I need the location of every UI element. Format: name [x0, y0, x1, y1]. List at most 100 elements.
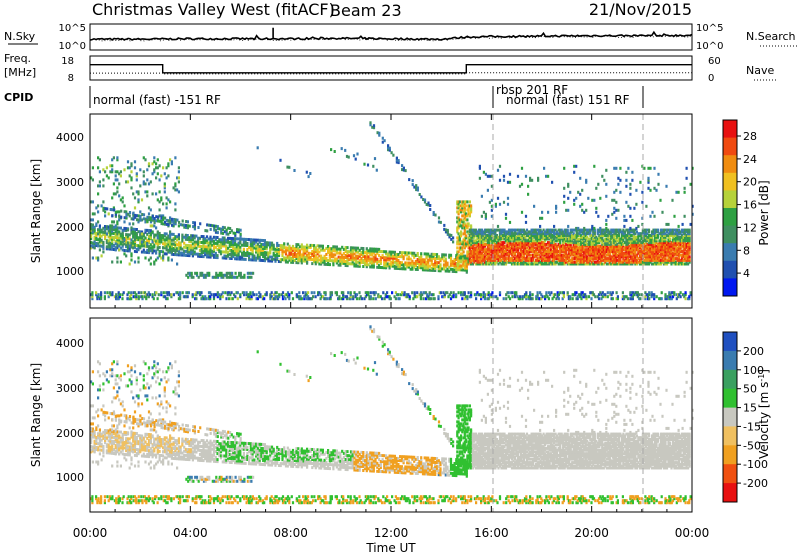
range-gate-cell: [130, 243, 133, 247]
range-gate-cell: [366, 163, 370, 167]
range-gate-cell: [630, 293, 633, 297]
range-gate-cell: [147, 206, 151, 210]
range-gate-cell: [125, 214, 128, 218]
range-gate-cell: [236, 297, 239, 301]
range-gate-cell: [139, 234, 142, 238]
range-gate-cell: [586, 257, 589, 261]
range-gate-cell: [595, 246, 598, 250]
range-gate-cell: [580, 246, 583, 250]
range-gate-cell: [577, 293, 581, 297]
range-gate-cell: [583, 244, 586, 248]
range-gate-cell: [525, 242, 529, 246]
range-gate-cell: [279, 260, 282, 264]
range-gate-cell: [529, 248, 532, 252]
range-gate-cell: [187, 275, 190, 279]
range-gate-cell: [291, 246, 295, 250]
range-gate-cell: [637, 248, 640, 252]
range-gate-cell: [610, 255, 613, 259]
range-gate-cell: [622, 228, 625, 232]
range-gate-cell: [231, 271, 234, 275]
range-gate-cell: [188, 248, 191, 252]
range-gate-cell: [522, 253, 526, 257]
range-gate-cell: [513, 244, 517, 248]
range-gate-cell: [316, 252, 319, 256]
range-gate-cell: [107, 225, 110, 229]
range-gate-cell: [298, 257, 302, 261]
range-gate-cell: [468, 248, 471, 252]
range-gate-cell: [137, 220, 140, 224]
range-gate-cell: [491, 253, 494, 257]
range-gate-cell: [631, 258, 634, 262]
range-gate-cell: [314, 258, 317, 262]
range-gate-cell: [599, 246, 602, 250]
range-gate-cell: [237, 255, 240, 259]
range-gate-cell: [421, 293, 424, 297]
range-gate-cell: [372, 257, 375, 261]
range-gate-cell: [580, 237, 583, 241]
range-gate-cell: [239, 237, 242, 241]
range-gate-cell: [142, 242, 145, 246]
range-gate-cell: [283, 258, 286, 262]
range-gate-cell: [583, 257, 586, 261]
range-gate-cell: [671, 291, 675, 295]
range-gate-cell: [529, 232, 532, 236]
range-gate-cell: [602, 250, 605, 253]
range-gate-cell: [542, 228, 545, 232]
range-gate-cell: [553, 228, 556, 232]
range-gate-cell: [126, 245, 130, 249]
range-gate-cell: [165, 248, 168, 252]
range-gate-cell: [632, 246, 635, 250]
range-gate-cell: [400, 263, 403, 267]
range-gate-cell: [632, 255, 635, 259]
range-gate-cell: [470, 244, 473, 248]
range-gate-cell: [176, 291, 179, 295]
range-gate-cell: [592, 293, 596, 297]
range-gate-cell: [177, 293, 180, 297]
range-gate-cell: [581, 262, 584, 266]
range-gate-cell: [500, 235, 503, 239]
range-gate-cell: [205, 251, 209, 255]
range-gate-cell: [170, 160, 173, 164]
range-gate-cell: [93, 237, 96, 241]
range-gate-cell: [137, 214, 140, 218]
range-gate-cell: [589, 250, 592, 253]
range-gate-cell: [437, 295, 440, 299]
range-gate-cell: [133, 249, 137, 253]
range-gate-cell: [503, 251, 506, 255]
range-gate-cell: [560, 230, 563, 234]
range-gate-cell: [135, 178, 138, 182]
range-gate-cell: [571, 241, 574, 245]
range-gate-cell: [567, 297, 570, 301]
range-gate-cell: [560, 234, 563, 237]
range-gate-cell: [416, 186, 419, 190]
range-gate-cell: [216, 240, 219, 244]
range-gate-cell: [569, 250, 572, 253]
range-gate-cell: [236, 228, 239, 232]
range-gate-cell: [349, 256, 353, 260]
range-gate-cell: [504, 251, 508, 255]
range-gate-cell: [625, 242, 628, 246]
range-gate-cell: [95, 291, 98, 295]
range-gate-cell: [468, 234, 471, 237]
range-gate-cell: [98, 244, 101, 248]
range-gate-cell: [626, 246, 629, 250]
range-gate-cell: [344, 262, 347, 265]
range-gate-cell: [377, 293, 380, 297]
range-gate-cell: [533, 239, 536, 243]
range-gate-cell: [102, 232, 105, 236]
range-gate-cell: [516, 260, 520, 264]
range-gate-cell: [186, 248, 189, 251]
range-gate-cell: [590, 234, 593, 237]
range-gate-cell: [596, 253, 599, 257]
range-gate-cell: [255, 297, 258, 301]
range-gate-cell: [114, 226, 117, 230]
range-gate-cell: [381, 297, 384, 301]
range-gate-cell: [522, 295, 525, 299]
range-gate-cell: [631, 291, 634, 295]
range-gate-cell: [531, 297, 534, 301]
range-gate-cell: [605, 234, 608, 237]
range-gate-cell: [569, 241, 572, 245]
range-gate-cell: [593, 235, 596, 239]
range-gate-cell: [358, 291, 361, 295]
range-gate-cell: [223, 254, 226, 258]
